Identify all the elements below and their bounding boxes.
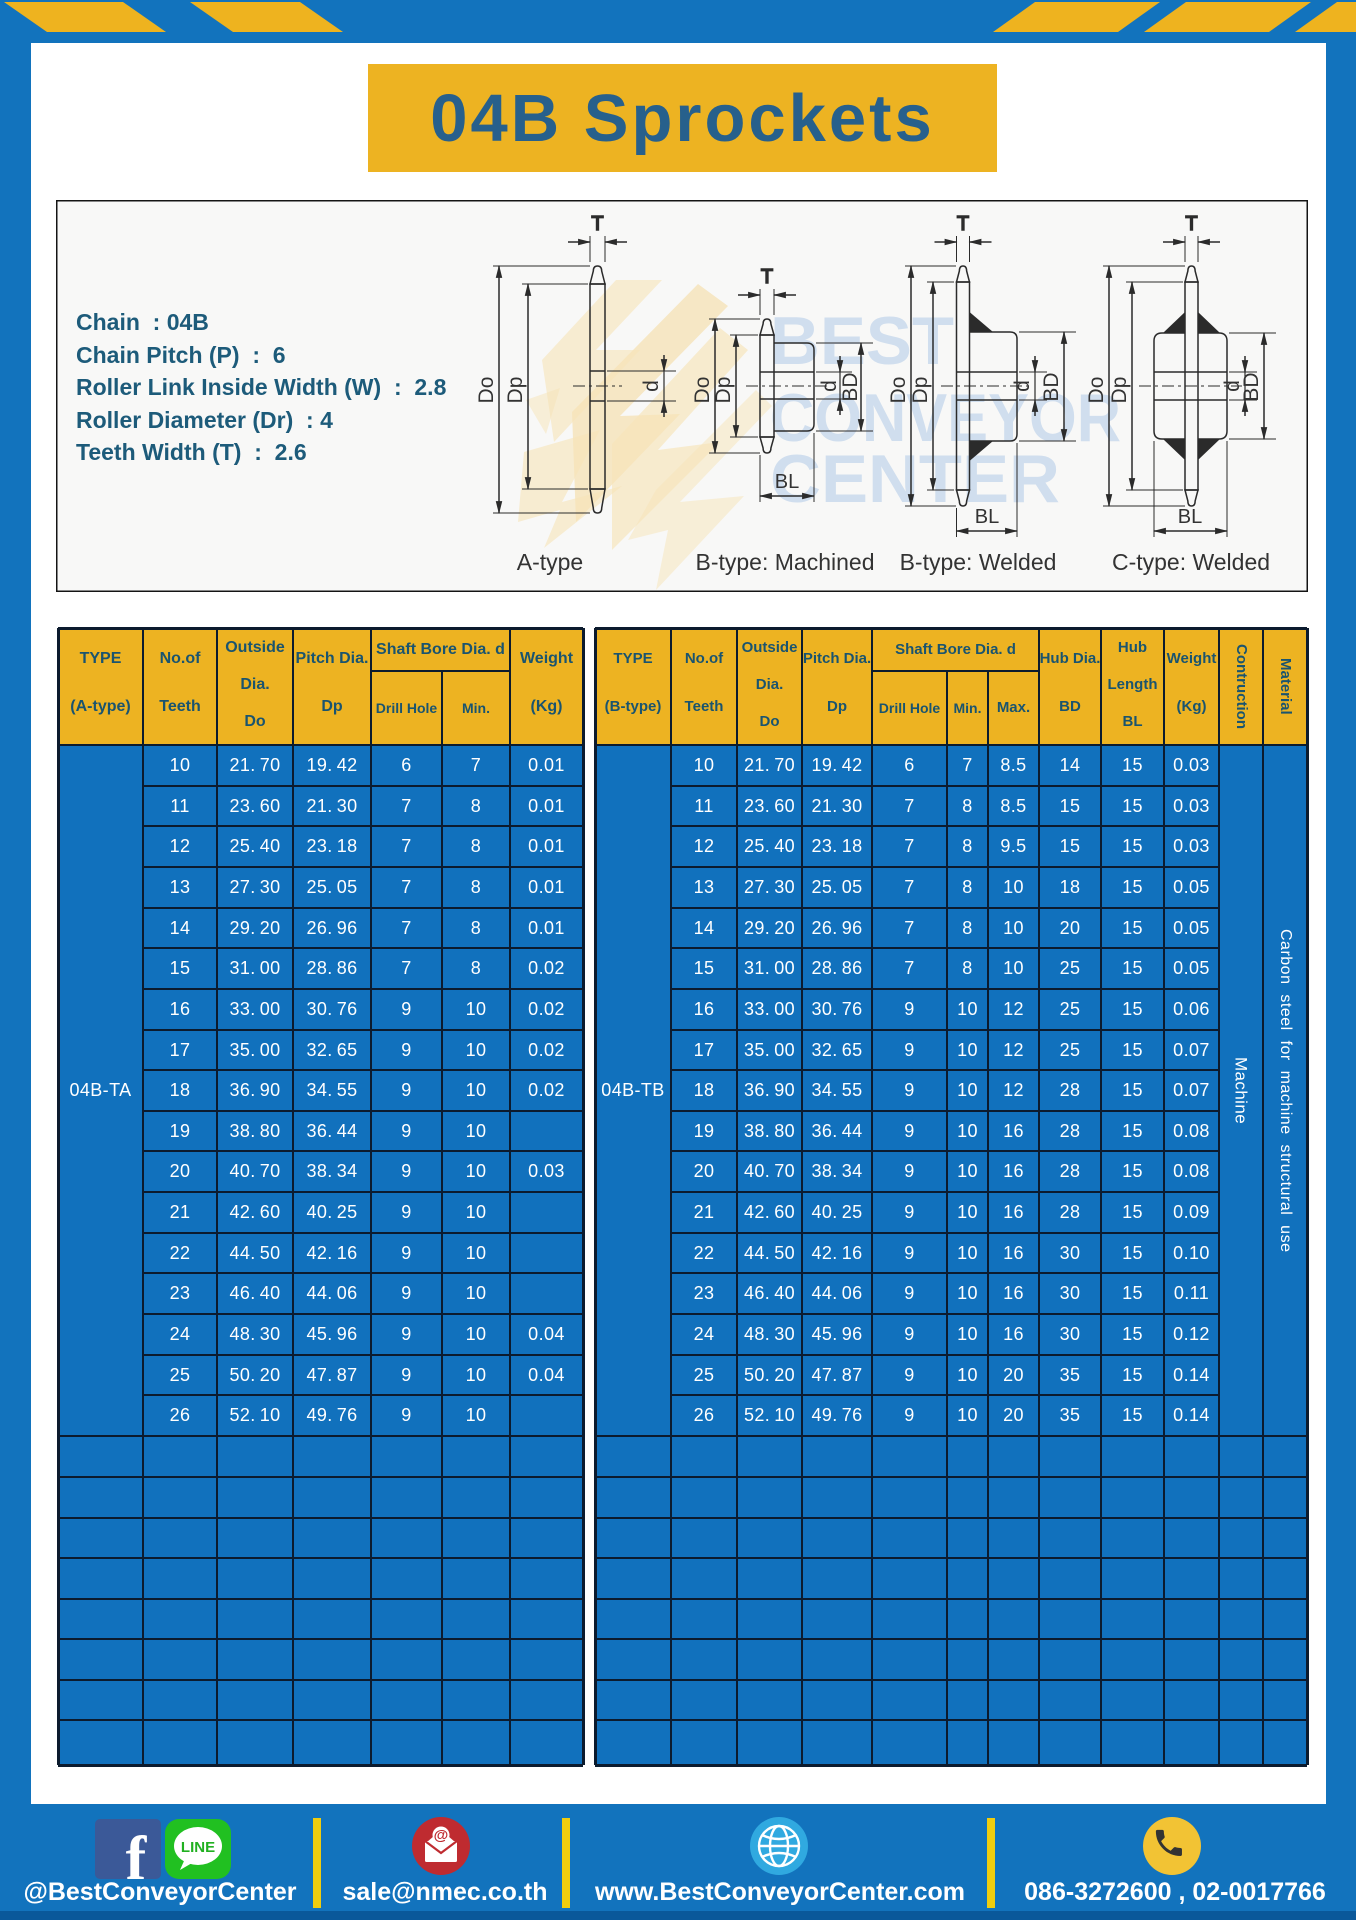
svg-text:d: d	[1011, 380, 1034, 392]
svg-text:Do: Do	[1085, 377, 1108, 404]
svg-text:Do: Do	[887, 377, 910, 404]
svg-text:Do: Do	[691, 377, 714, 404]
svg-text:d: d	[1221, 380, 1244, 392]
svg-text:f: f	[126, 1825, 148, 1893]
svg-text:Dp: Dp	[909, 377, 932, 404]
svg-text:@: @	[434, 1827, 449, 1844]
svg-text:BD: BD	[1240, 372, 1263, 401]
svg-text:T: T	[957, 213, 969, 235]
svg-text:T: T	[1185, 213, 1197, 235]
svg-text:Do: Do	[475, 377, 498, 404]
svg-text:BL: BL	[1178, 506, 1202, 528]
svg-text:BD: BD	[839, 372, 862, 401]
svg-text:BL: BL	[775, 471, 799, 493]
svg-text:Dp: Dp	[712, 377, 735, 404]
svg-text:T: T	[761, 266, 773, 288]
svg-text:B-type: Machined: B-type: Machined	[696, 549, 875, 575]
svg-text:T: T	[591, 213, 603, 235]
svg-text:d: d	[818, 380, 841, 392]
svg-text:C-type: Welded: C-type: Welded	[1112, 549, 1270, 575]
svg-text:Dp: Dp	[504, 377, 527, 404]
svg-text:CENTER: CENTER	[770, 441, 1060, 517]
svg-text:A-type: A-type	[517, 549, 583, 575]
svg-text:LINE: LINE	[181, 1839, 215, 1856]
svg-text:B-type: Welded: B-type: Welded	[900, 549, 1057, 575]
svg-text:Dp: Dp	[1108, 377, 1131, 404]
svg-text:d: d	[640, 380, 663, 392]
svg-text:BD: BD	[1040, 372, 1063, 401]
svg-text:BL: BL	[975, 506, 999, 528]
svg-text:BEST: BEST	[770, 303, 954, 379]
